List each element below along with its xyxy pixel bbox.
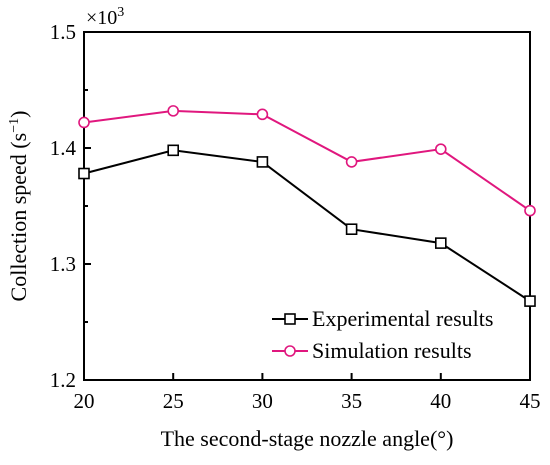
y-multiplier-exponent: 3	[117, 5, 124, 20]
legend-item: Simulation results	[272, 338, 472, 363]
data-point-circle	[524, 204, 536, 217]
axis-ticks: 20 25 30 35 40 45 1.2 1.3 1.4 1.5	[50, 20, 541, 413]
data-point-square	[524, 295, 536, 307]
x-tick-label: 40	[430, 389, 451, 413]
legend: Experimental results Simulation results	[272, 306, 493, 363]
data-point-square	[78, 167, 90, 180]
data-point-circle	[284, 345, 296, 357]
data-point-square	[345, 223, 358, 235]
y-tick-label: 1.5	[50, 20, 76, 44]
y-multiplier: ×103	[86, 5, 124, 29]
series-line	[83, 149, 531, 302]
data-point-circle	[167, 105, 179, 117]
x-tick-label: 30	[252, 389, 273, 413]
y-tick-label: 1.4	[50, 136, 77, 160]
x-tick-label: 25	[163, 389, 184, 413]
data-point-square	[434, 237, 447, 249]
legend-label: Experimental results	[312, 306, 493, 331]
data-point-square	[284, 313, 296, 325]
data-point-square	[256, 156, 269, 168]
data-point-circle	[345, 156, 358, 168]
series-2	[78, 105, 536, 217]
data-point-circle	[434, 143, 447, 155]
y-axis-title: Collection speed (s−1)	[6, 111, 31, 302]
x-tick-label: 45	[520, 389, 541, 413]
x-tick-label: 20	[74, 389, 95, 413]
x-axis-title: The second-stage nozzle angle(°)	[161, 426, 454, 451]
data-point-square	[167, 144, 179, 157]
y-tick-label: 1.3	[50, 252, 76, 276]
x-tick-label: 35	[341, 389, 362, 413]
data-point-circle	[78, 116, 90, 129]
series-1	[78, 144, 536, 307]
legend-label: Simulation results	[312, 338, 472, 363]
series-layer	[78, 105, 536, 307]
y-tick-label: 1.2	[50, 368, 76, 392]
legend-item: Experimental results	[272, 306, 493, 331]
y-axis-title-superscript: −1	[7, 118, 22, 133]
data-point-circle	[256, 108, 269, 121]
series-line	[83, 109, 531, 212]
